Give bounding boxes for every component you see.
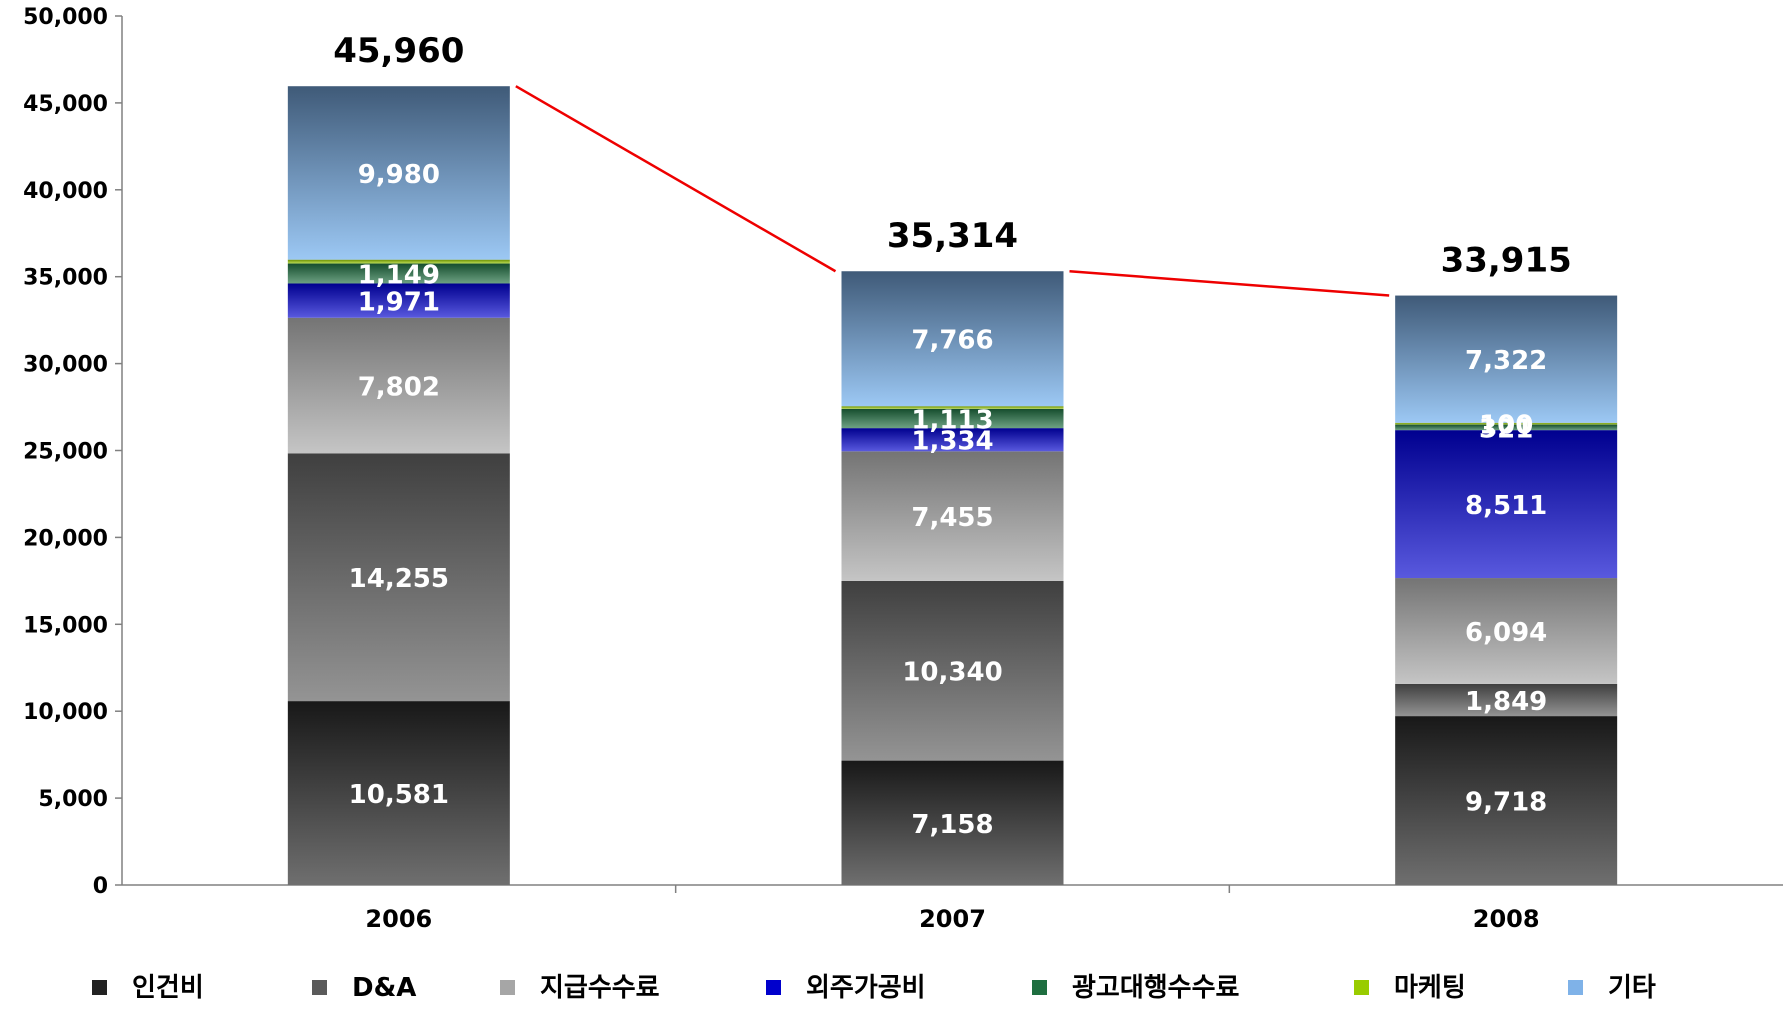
- bar-segment: [287, 283, 510, 318]
- data-label: 1,113: [911, 405, 993, 435]
- total-label: 45,960: [333, 31, 464, 71]
- bar-segment: [841, 408, 1064, 429]
- legend-label: 외주가공비: [806, 973, 926, 1003]
- total-label: 35,314: [887, 216, 1018, 256]
- chart-bars: [287, 86, 1618, 885]
- total-trend-line: [515, 85, 1390, 297]
- data-label: 8,511: [1465, 491, 1547, 521]
- bar-segment: [287, 263, 510, 284]
- data-label: 7,802: [358, 373, 440, 403]
- legend-label: 마케팅: [1394, 973, 1466, 1003]
- bar-segment: [1395, 422, 1618, 425]
- legend-swatch: [766, 980, 781, 995]
- data-label: 1,149: [358, 261, 440, 291]
- chart-axes: 0 5,000 10,000 15,000 20,000 25,000 30,000 35,0…: [23, 5, 1783, 933]
- y-tick-label: 30,000: [23, 353, 108, 378]
- bar-segment: [1395, 683, 1618, 717]
- trend-line-segment: [1069, 269, 1390, 297]
- data-label: 10,581: [349, 780, 449, 810]
- bar-segment: [841, 760, 1064, 885]
- data-label: 14,255: [349, 564, 449, 594]
- x-tick-label: 2006: [365, 905, 432, 933]
- data-label: 7,158: [911, 810, 993, 840]
- legend-label: 인건비: [132, 973, 204, 1003]
- data-label: 10,340: [902, 658, 1002, 688]
- y-tick-label: 15,000: [23, 613, 108, 638]
- y-tick-label: 10,000: [23, 700, 108, 725]
- data-label: 1,971: [358, 288, 440, 318]
- trend-line-segment: [515, 85, 837, 273]
- bar-segment: [287, 259, 510, 264]
- bar-segment: [1395, 578, 1618, 684]
- total-label: 33,915: [1441, 241, 1572, 281]
- legend-swatch: [1354, 980, 1369, 995]
- bar-segment: [1395, 716, 1618, 885]
- y-tick-label: 20,000: [23, 526, 108, 551]
- bar-segment: [287, 453, 510, 702]
- legend-swatch: [92, 980, 107, 995]
- bar-segment: [287, 317, 510, 454]
- x-tick-label: 2008: [1473, 905, 1540, 933]
- legend-swatch: [312, 980, 327, 995]
- bar-segment: [841, 580, 1064, 761]
- x-tick-label: 2007: [919, 905, 986, 933]
- legend-label: 지급수수료: [540, 973, 660, 1003]
- y-tick-label: 35,000: [23, 266, 108, 291]
- y-tick-label: 0: [93, 874, 108, 899]
- bar-segment: [1395, 430, 1618, 579]
- data-label: 1,849: [1465, 687, 1547, 717]
- data-label: 1,334: [911, 427, 993, 457]
- legend-swatch: [500, 980, 515, 995]
- legend-label: D&A: [352, 973, 416, 1003]
- legend-swatch: [1568, 980, 1583, 995]
- bar-segment: [841, 271, 1064, 407]
- bar-segment: [287, 701, 510, 885]
- chart-legend: 인건비 D&A 지급수수료 외주가공비 광고대행수수료 마케팅 기타: [92, 973, 1656, 1003]
- y-tick-label: 40,000: [23, 179, 108, 204]
- bar-segment: [1395, 295, 1618, 423]
- bar-segment: [287, 86, 510, 260]
- y-tick-label: 45,000: [23, 92, 108, 117]
- y-tick-label: 25,000: [23, 440, 108, 465]
- data-label: 321: [1479, 414, 1533, 444]
- legend-label: 기타: [1608, 973, 1656, 1003]
- bar-segment: [841, 406, 1064, 409]
- data-label: 7,455: [911, 503, 993, 533]
- data-label: 100: [1479, 411, 1533, 441]
- bar-segment: [841, 428, 1064, 452]
- y-tick-label: 5,000: [38, 787, 108, 812]
- data-label: 9,980: [358, 160, 440, 190]
- bar-segment: [841, 451, 1064, 581]
- y-tick-label: 50,000: [23, 5, 108, 30]
- data-label: 7,322: [1465, 346, 1547, 376]
- data-label: 7,766: [911, 326, 993, 356]
- legend-swatch: [1032, 980, 1047, 995]
- data-label: 6,094: [1465, 618, 1547, 648]
- legend-label: 광고대행수수료: [1072, 973, 1240, 1003]
- data-label: 9,718: [1465, 788, 1547, 818]
- bar-segment: [1395, 424, 1618, 431]
